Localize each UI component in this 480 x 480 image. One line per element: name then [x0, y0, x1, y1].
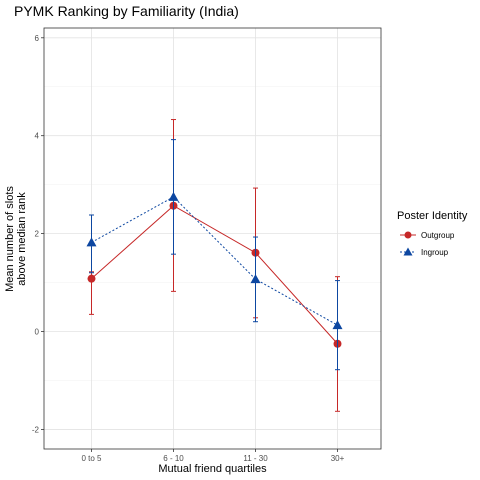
y-axis-title-line-1: Mean number of slots	[4, 186, 16, 292]
legend: Poster Identity Outgroup Ingroup	[397, 210, 468, 257]
series-line-ingroup	[91, 196, 338, 326]
legend-item-ingroup: Ingroup	[400, 247, 449, 257]
plot-panel	[44, 28, 381, 449]
y-axis-title: Mean number of slots above median rank	[4, 186, 28, 292]
legend-marker-outgroup	[404, 231, 412, 239]
data-point-outgroup	[87, 274, 96, 283]
y-axis-ticks: -2 0 2 4 6	[32, 34, 44, 434]
series-line-outgroup	[91, 205, 338, 345]
series-ingroup	[86, 139, 343, 371]
x-tick-label: 6 - 10	[163, 454, 184, 463]
legend-label-ingroup: Ingroup	[421, 248, 449, 257]
legend-item-outgroup: Outgroup	[400, 231, 455, 240]
y-axis-title-line-2: above median rank	[16, 192, 28, 286]
y-tick-label: -2	[32, 425, 40, 434]
legend-marker-ingroup	[403, 247, 413, 256]
legend-title: Poster Identity	[397, 210, 468, 222]
data-point-ingroup	[332, 320, 343, 330]
chart-title: PYMK Ranking by Familiarity (India)	[14, 3, 239, 19]
data-point-ingroup	[250, 274, 261, 284]
y-tick-label: 4	[35, 132, 40, 141]
y-tick-label: 0	[35, 328, 40, 337]
x-tick-label: 11 - 30	[243, 454, 268, 463]
x-axis-title: Mutual friend quartiles	[158, 463, 267, 475]
data-point-ingroup	[86, 237, 97, 247]
x-tick-label: 0 to 5	[81, 454, 102, 463]
series-layer	[86, 119, 343, 412]
data-point-ingroup	[168, 191, 179, 201]
x-axis-ticks: 0 to 5 6 - 10 11 - 30 30+	[81, 449, 345, 463]
y-tick-label: 2	[35, 230, 40, 239]
y-tick-label: 6	[35, 34, 40, 43]
plot-border	[43, 27, 382, 450]
x-tick-label: 30+	[331, 454, 345, 463]
legend-label-outgroup: Outgroup	[421, 231, 455, 240]
